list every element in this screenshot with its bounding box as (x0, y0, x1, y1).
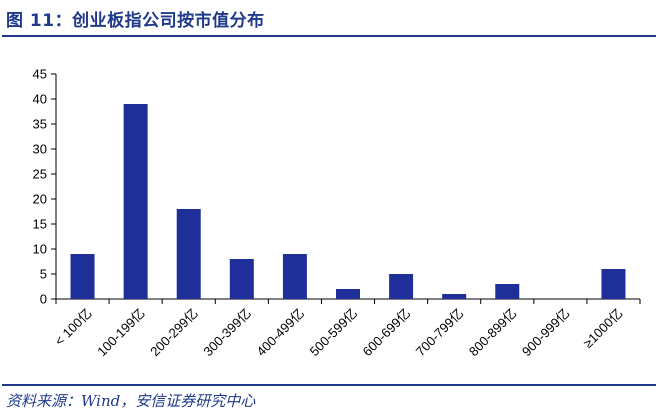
figure-title: 图 11：创业板指公司按市值分布 (6, 11, 265, 31)
x-tick-label: ≥1000亿 (580, 306, 625, 351)
x-tick-label: < 100亿 (52, 306, 95, 349)
y-axis: 0 5 10 15 20 25 30 35 40 45 (33, 67, 57, 307)
title-divider (2, 35, 656, 37)
bar-11 (601, 269, 626, 299)
x-tick-label: 100-199亿 (94, 306, 148, 360)
x-tick-label: 400-499亿 (253, 306, 307, 360)
bar-5 (282, 254, 307, 299)
y-tick-label: 25 (33, 167, 47, 182)
y-tick-label: 35 (33, 117, 47, 132)
y-tick-label: 20 (33, 192, 47, 207)
bar-6 (336, 289, 360, 299)
x-tick-label: 300-399亿 (200, 306, 254, 360)
y-tick-label: 5 (40, 267, 47, 282)
bar-2 (123, 104, 148, 299)
bar-9 (495, 284, 520, 299)
x-tick-label: 200-299亿 (147, 306, 201, 360)
bar-1 (70, 254, 95, 299)
x-axis: < 100亿 100-199亿 200-299亿 300-399亿 400-499亿 50… (52, 298, 641, 360)
y-tick-label: 30 (33, 142, 47, 157)
x-tick-label: 900-999亿 (519, 306, 573, 360)
y-tick-label: 10 (33, 242, 47, 257)
y-tick-label: 45 (33, 67, 47, 82)
x-tick-label: 500-599亿 (307, 306, 361, 360)
y-tick-label: 0 (40, 292, 47, 307)
y-tick-label: 15 (33, 217, 47, 232)
bar-8 (442, 294, 467, 299)
source-note: 资料来源：Wind，安信证券研究中心 (6, 392, 256, 410)
x-tick-label: 600-699亿 (360, 306, 414, 360)
source-divider (2, 384, 656, 386)
bar-3 (176, 209, 201, 299)
bar-7 (389, 274, 414, 299)
bars (70, 104, 626, 299)
bar-4 (229, 259, 254, 299)
x-tick-label: 700-799亿 (413, 306, 467, 360)
y-tick-label: 40 (33, 92, 47, 107)
x-tick-label: 800-899亿 (466, 306, 520, 360)
